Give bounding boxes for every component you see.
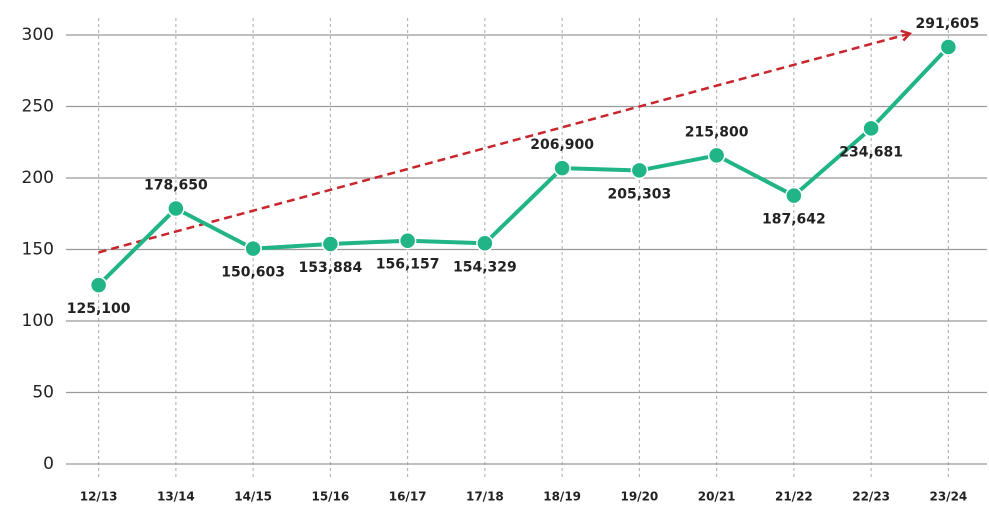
value-label: 234,681 xyxy=(839,144,903,160)
y-tick-label: 300 xyxy=(22,25,54,45)
x-tick-label: 15/16 xyxy=(311,490,349,504)
y-tick-label: 0 xyxy=(43,454,54,474)
x-tick-label: 17/18 xyxy=(466,490,504,504)
data-point xyxy=(862,119,880,138)
y-tick-label: 100 xyxy=(22,311,54,331)
x-tick-label: 20/21 xyxy=(698,490,736,504)
x-tick-label: 23/24 xyxy=(929,490,967,504)
value-label: 125,100 xyxy=(67,301,131,317)
x-tick-label: 22/23 xyxy=(852,490,890,504)
trend-arrow xyxy=(98,34,910,254)
y-tick-label: 150 xyxy=(22,240,54,260)
x-tick-label: 13/14 xyxy=(157,490,195,504)
x-tick-label: 16/17 xyxy=(389,490,427,504)
x-tick-label: 19/20 xyxy=(620,490,658,504)
data-point xyxy=(785,186,803,205)
value-label: 215,800 xyxy=(685,124,749,140)
value-label: 205,303 xyxy=(607,186,671,202)
x-tick-label: 14/15 xyxy=(234,490,272,504)
value-label: 187,642 xyxy=(762,212,826,228)
value-label: 154,329 xyxy=(453,259,517,275)
value-label: 150,603 xyxy=(221,265,285,281)
data-point xyxy=(244,239,262,258)
x-tick-label: 21/22 xyxy=(775,490,813,504)
y-tick-label: 50 xyxy=(32,383,54,403)
value-label: 156,157 xyxy=(376,257,440,273)
data-point xyxy=(89,276,108,294)
data-point xyxy=(630,161,649,180)
data-point xyxy=(167,199,185,218)
data-point xyxy=(707,146,726,165)
y-tick-label: 250 xyxy=(22,97,54,117)
data-point xyxy=(476,234,494,253)
data-point xyxy=(939,38,958,56)
series-line xyxy=(97,45,950,287)
value-label: 153,884 xyxy=(298,260,362,276)
x-tick-label: 18/19 xyxy=(543,490,581,504)
data-point xyxy=(553,159,571,177)
value-label: 206,900 xyxy=(530,137,594,153)
x-tick-label: 12/13 xyxy=(80,490,118,504)
data-point xyxy=(398,231,417,250)
y-tick-label: 200 xyxy=(22,168,54,188)
data-point xyxy=(321,235,340,253)
value-label: 178,650 xyxy=(144,178,208,194)
value-label: 291,605 xyxy=(915,16,979,32)
